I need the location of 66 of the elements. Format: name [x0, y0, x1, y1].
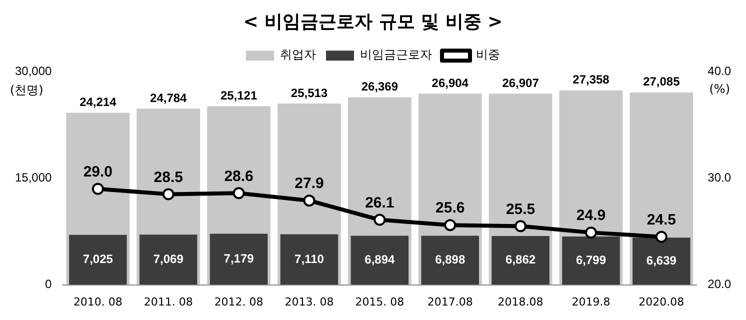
- y2-tick-label: 30.0: [708, 170, 732, 185]
- data-label: 26,907: [502, 76, 540, 90]
- legend-label: 비중: [476, 48, 500, 62]
- data-label: 28.6: [224, 168, 254, 185]
- data-label: 6,799: [576, 252, 606, 267]
- point: [303, 194, 316, 207]
- data-label: 24,784: [150, 90, 188, 105]
- bar: [280, 234, 338, 285]
- data-label: 25.6: [436, 200, 465, 217]
- data-label: 27,085: [643, 74, 680, 89]
- data-label: 6,898: [435, 252, 466, 267]
- data-label: 24,214: [80, 95, 117, 110]
- data-label: 7,110: [294, 252, 324, 266]
- data-label: 6,894: [364, 252, 396, 267]
- y-tick-label: 30,000: [15, 64, 52, 78]
- bar: [632, 238, 690, 285]
- point: [584, 226, 597, 239]
- data-label: 6,862: [506, 252, 536, 267]
- x-tick-label: 2013. 08: [284, 295, 334, 308]
- data-label: 24.9: [576, 207, 606, 224]
- legend-label: 비임금근로자: [360, 48, 432, 62]
- x-tick-label: 2015. 08: [355, 295, 404, 308]
- x-tick-label: 2010. 08: [73, 295, 122, 308]
- y2-axis-title: (%): [709, 82, 730, 96]
- data-label: 26.1: [365, 194, 394, 212]
- x-tick-label: 2019.8: [572, 295, 610, 308]
- x-tick-label: 2011. 08: [144, 295, 193, 308]
- data-label: 27.9: [294, 175, 324, 192]
- legend-label: 취업자: [280, 48, 316, 62]
- bar: [562, 236, 620, 285]
- bar: [421, 236, 479, 285]
- data-label: 26,369: [361, 80, 398, 94]
- point: [514, 220, 527, 232]
- point: [92, 182, 104, 195]
- data-label: 29.0: [83, 164, 113, 180]
- data-label: 25,121: [220, 88, 258, 103]
- bar: [69, 234, 127, 285]
- bar: [350, 236, 409, 285]
- x-tick-label: 2020.08: [638, 295, 684, 308]
- data-label: 26,904: [432, 76, 469, 90]
- y-tick-label: 15,000: [15, 170, 52, 185]
- data-label: 7,025: [82, 252, 114, 266]
- data-label: 27,358: [572, 72, 610, 87]
- x-tick-label: 2018.08: [498, 295, 544, 308]
- bar: [139, 234, 198, 285]
- data-label: 7,069: [153, 252, 184, 266]
- data-label: 25.5: [506, 200, 536, 218]
- data-label: 28.5: [154, 168, 183, 186]
- data-label: 25,513: [290, 86, 328, 100]
- y-tick-label: 0: [45, 277, 52, 292]
- bar: [492, 236, 550, 285]
- point: [444, 219, 456, 232]
- point: [374, 214, 386, 226]
- data-label: 6,639: [646, 254, 677, 268]
- x-tick-label: 2012. 08: [214, 295, 264, 308]
- point: [655, 230, 668, 243]
- point: [162, 188, 174, 200]
- bar: [210, 234, 268, 285]
- y-axis-title: (천명): [10, 82, 44, 99]
- x-tick-label: 2017.08: [427, 295, 473, 308]
- chart-title: < 비임금근로자 규모 및 비중 >: [243, 11, 503, 32]
- y2-tick-label: 20.0: [708, 277, 732, 292]
- point: [232, 187, 245, 200]
- data-label: 7,179: [224, 252, 254, 266]
- data-label: 24.5: [646, 211, 676, 228]
- y2-tick-label: 40.0: [708, 64, 732, 78]
